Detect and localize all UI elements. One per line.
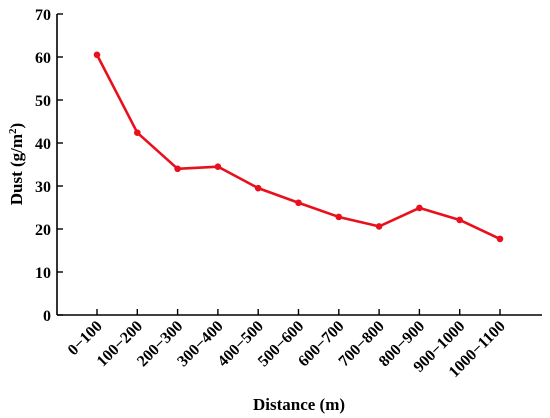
data-point [295,199,302,207]
data-point [335,213,343,221]
y-axis-title-main: Dust (g/m [7,134,26,205]
data-point [254,184,262,192]
y-axis-title-superscript: 2 [7,128,19,134]
data-point [456,216,464,224]
y-axis-title: Dust (g/m2) [7,123,26,205]
y-tick-label: 20 [35,222,51,239]
series-group [93,51,504,243]
series-line [95,54,501,241]
y-axis-title-close: ) [7,123,26,129]
x-tick-group: 0−100100−200200−300300−400400−500500−600… [65,309,509,381]
y-tick-label: 10 [35,265,51,282]
x-axis: 0−100100−200200−300300−400400−500500−600… [57,309,542,381]
x-axis-title: Distance (m) [253,395,345,414]
y-tick-label: 0 [43,308,51,325]
y-tick-label: 30 [35,179,51,196]
y-tick-label: 60 [35,50,51,67]
y-tick-group: 0 10 20 30 40 50 60 70 [35,7,63,325]
y-axis: 0 10 20 30 40 50 60 70 [35,7,63,325]
data-point [174,165,181,173]
y-tick-label: 50 [35,93,51,110]
y-tick-label: 70 [35,7,51,24]
y-tick-label: 40 [35,136,51,153]
data-point [214,163,222,170]
data-point [496,235,504,243]
data-point [134,129,141,136]
data-point [93,51,101,59]
data-point [416,204,423,212]
data-point [375,223,383,230]
